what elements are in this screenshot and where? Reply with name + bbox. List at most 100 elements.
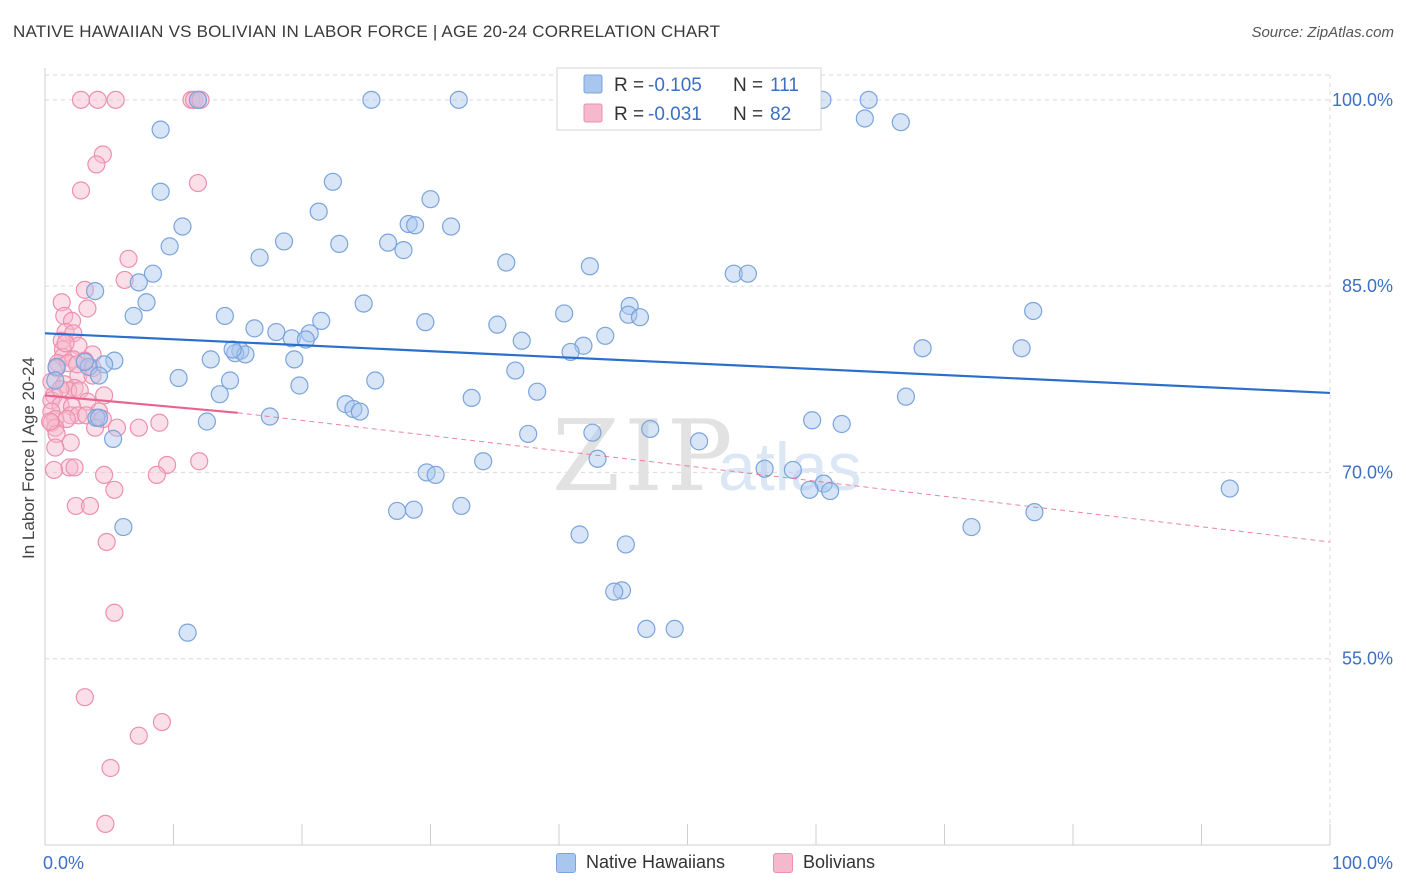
native-hawaiians-point-12 [399,214,418,234]
native-hawaiians-point-2 [449,90,468,109]
bolivians-point-67 [105,480,124,499]
native-hawaiians-point-7 [151,120,170,139]
bolivians-points [41,90,210,833]
native-hawaiians-point-98 [114,517,133,537]
native-hawaiians-point-58 [95,355,114,374]
legend-item-bolivians[interactable]: Bolivians [773,852,875,873]
legend-n-value-pink: 82 [770,104,791,125]
legend-item-native-hawaiians[interactable]: Native Hawaiians [556,852,725,873]
native-hawaiians-point-79 [641,419,660,439]
native-hawaiians-point-103 [605,582,624,601]
native-hawaiians-point-9 [151,182,170,201]
native-hawaiians-point-29 [137,293,156,312]
native-hawaiians-point-28 [86,281,105,301]
y-tick-label-0: 100.0% [1332,90,1393,110]
watermark-atlas: atlas [718,429,862,505]
stats-legend: R = -0.105 N = 111 R = -0.031 N = 82 [556,67,822,131]
native-hawaiians-point-63 [169,368,188,388]
legend-label-bolivians: Bolivians [803,852,876,872]
native-hawaiians-point-62 [89,366,109,385]
watermark-zip: ZIP [552,400,737,514]
legend-r-label-blue: R = [614,75,644,96]
native-hawaiians-point-32 [1024,301,1043,321]
bolivians-point-81 [56,334,75,353]
native-hawaiians-point-8 [323,172,342,191]
bolivians-point-79 [41,412,60,431]
native-hawaiians-point-22 [497,253,516,272]
legend-swatch-bolivians [773,852,793,873]
native-hawaiians-point-41 [245,319,264,338]
bolivians-point-65 [95,465,114,485]
x-tick-label-0: 0.0% [43,853,84,873]
native-hawaiians-point-80 [583,423,602,442]
native-hawaiians-point-42 [267,322,286,342]
native-hawaiians-point-81 [519,424,538,444]
native-hawaiians-point-65 [366,371,385,390]
native-hawaiians-point-16 [160,237,179,256]
legend-label-native-hawaiians: Native Hawaiians [586,852,726,872]
native-hawaiians-point-20 [394,241,413,260]
native-hawaiians-point-86 [755,459,774,478]
native-hawaiians-point-21 [250,248,269,267]
bolivians-point-74 [129,726,148,745]
legend-r-label-pink: R = [614,104,644,125]
bolivians-point-10 [71,181,91,200]
native-hawaiians-point-85 [588,449,607,468]
native-hawaiians-point-57 [105,351,124,370]
y-tick-label-1: 85.0% [1342,276,1393,296]
native-hawaiians-point-37 [630,308,650,327]
native-hawaiians-point-64 [220,371,240,390]
legend-n-value-blue: 111 [770,75,799,96]
native-hawaiians-point-13 [405,216,425,235]
native-hawaiians-point-17 [274,232,294,251]
source-label: Source: ZipAtlas.com [1251,24,1394,41]
bolivians-point-66 [147,465,166,485]
tick-labels: 100.0% 85.0% 70.0% 55.0% 0.0% 100.0% [43,90,1393,873]
bolivians-point-76 [96,814,115,833]
native-hawaiians-point-10 [421,190,440,209]
native-hawaiians-point-6 [891,113,910,132]
native-hawaiians-point-67 [528,382,547,401]
native-hawaiians-point-49 [913,339,932,358]
native-hawaiians-point-30 [354,294,373,313]
bolivians-point-56 [129,418,148,437]
native-hawaiians-point-92 [821,481,840,501]
native-hawaiians-point-91 [800,480,819,499]
native-hawaiians-point-107 [89,408,109,427]
native-hawaiians-point-66 [290,376,309,395]
native-hawaiians-point-82 [689,432,709,451]
bolivians-point-73 [152,712,172,732]
native-hawaiians-point-18 [330,234,349,254]
native-hawaiians-point-74 [260,407,279,426]
bolivians-point-12 [115,270,134,290]
native-hawaiians-point-19 [378,233,398,252]
bolivians-point-7 [93,145,112,164]
bolivians-point-55 [107,418,127,437]
native-hawaiians-point-96 [452,496,471,516]
bolivians-trend-line-extension [237,412,1331,543]
y-tick-label-2: 70.0% [1342,462,1393,482]
bolivians-point-75 [101,758,120,778]
legend-swatch-native-hawaiians [556,852,576,873]
native-hawaiians-point-105 [665,619,684,639]
native-hawaiians-point-50 [1012,339,1031,358]
native-hawaiians-point-94 [404,500,423,519]
bolivians-point-1 [88,90,107,109]
native-hawaiians-point-83 [104,429,123,448]
legend-r-value-blue: -0.105 [648,75,702,96]
native-hawaiians-point-24 [724,264,743,283]
bolivians-point-72 [75,688,94,707]
native-hawaiians-point-45 [596,326,615,345]
bolivians-point-0 [71,90,91,109]
legend-n-label-pink: N = [733,104,763,125]
native-hawaiians-point-40 [488,315,507,334]
bolivians-trend-line [44,394,238,414]
native-hawaiians-point-46 [296,330,315,349]
bolivians-point-58 [61,433,80,452]
native-hawaiians-point-36 [215,306,234,326]
native-hawaiians-point-44 [282,329,301,348]
native-hawaiians-point-23 [580,257,599,276]
bolivians-point-4 [184,90,204,109]
axes [44,68,1331,846]
